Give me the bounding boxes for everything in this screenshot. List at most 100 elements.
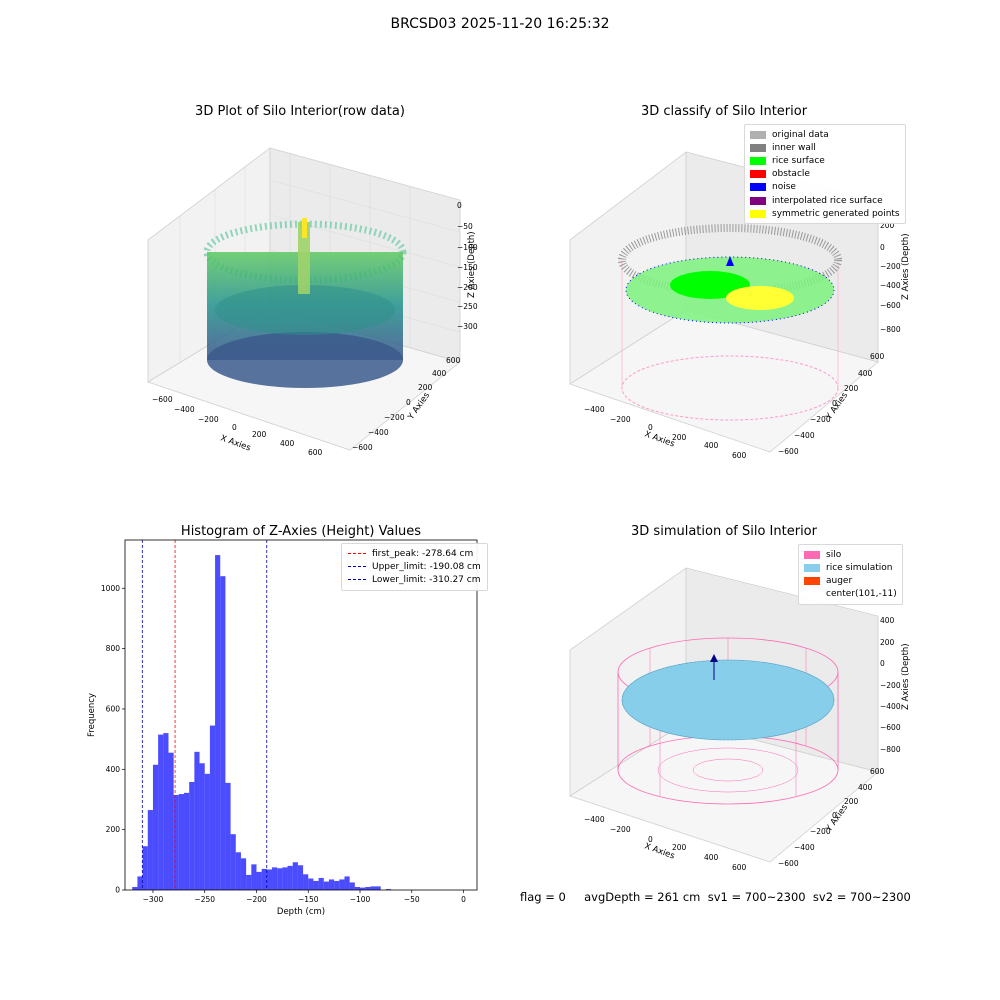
legend-label: original data [772,129,829,140]
plot4-title: 3D simulation of Silo Interior [631,524,817,539]
plot4-zlabel: Z Axies (Depth) [901,643,911,710]
legend-swatch [804,550,820,559]
histogram-bar [220,576,226,890]
legend-label: noise [772,182,796,193]
histogram-bar [272,867,278,890]
legend-label: symmetric generated points [772,208,900,219]
plot4-ytick: 0 [832,811,837,820]
histogram-xtick-label: 0 [461,895,466,904]
plot1-xtick: 200 [252,430,267,439]
plot1-ztick: −250 [457,302,478,311]
histogram-bar [334,880,340,890]
plot2-xtick: 0 [648,423,653,432]
histogram-xtick-label: −100 [350,895,371,904]
histogram-bar [194,751,200,890]
histogram-bar [189,781,195,890]
histogram-legend-item: first_peak: -278.64 cm [348,547,481,560]
plot1-xtick: −200 [198,415,219,424]
histogram-bar [323,881,329,890]
legend-line-swatch [348,579,366,581]
plot2-ytick: 600 [870,352,885,361]
histogram-bar [365,886,371,890]
histogram-frame [124,539,478,891]
plot1-ztick: −300 [457,322,478,331]
histogram-xtick-label: −300 [143,895,164,904]
plot2-ztick: −200 [880,262,901,271]
histogram-bar [385,889,392,890]
histogram-bar [308,878,314,890]
plot4-xtick: 200 [672,843,687,852]
histogram-title: Histogram of Z-Axies (Height) Values [180,524,422,539]
histogram-bar [147,810,153,890]
histogram-bar [168,752,174,890]
plot4-legend-item: silo [804,548,897,561]
histogram-bar [344,876,350,890]
legend-line-swatch [348,553,366,555]
plot1-ztick: −50 [457,222,473,231]
legend-swatch [750,143,766,152]
plot4-xtick: 600 [732,863,747,872]
legend-label: center(101,-11) [826,589,897,600]
plot4-legend: silo rice simulation auger center(101,-1… [798,544,903,605]
histogram-xtick-label: −50 [404,895,420,904]
plot2-legend-item: noise [750,181,900,194]
plot1-ztick: −100 [457,243,478,252]
histogram-bar [261,868,267,890]
plot1-xtick: 0 [232,423,237,432]
legend-label: auger [826,575,853,586]
histogram-bar [225,782,231,890]
plot2-ytick: 400 [858,369,873,378]
histogram-bar [184,792,190,890]
legend-label: rice surface [772,155,825,166]
plot4-ztick: 0 [880,659,885,668]
plot2-legend-item: rice surface [750,154,900,167]
plot1-ytick: 200 [418,383,433,392]
histogram-ytick-label: 1000 [101,584,120,593]
histogram-bar [235,852,241,890]
legend-swatch [750,196,766,205]
histogram-bar [142,846,148,890]
histogram-bar [256,871,262,890]
plot4-ytick: 400 [858,783,873,792]
histogram-bar [318,877,324,890]
histogram-bar [282,867,288,890]
plot2-legend-item: obstacle [750,168,900,181]
plot4-ztick: −800 [880,745,901,754]
plot4-ztick: −200 [880,681,901,690]
plot4-ytick: −600 [778,859,799,868]
histogram-legend-item: Lower_limit: -310.27 cm [348,573,481,586]
histogram-bar [251,864,257,890]
plot2-ztick: 200 [880,221,895,230]
plot1-xtick: 600 [308,448,323,457]
histogram-bar [360,887,366,890]
plot2-axes: −400 −200 0 200 400 600 −600 −400 −200 0… [569,151,911,460]
plot4-legend-item: center(101,-11) [804,588,897,601]
plot1-ytick: 400 [432,369,447,378]
figure-suptitle: BRCSD03 2025-11-20 16:25:32 [390,16,610,32]
legend-swatch [750,170,766,179]
plot1-point-cloud [203,218,407,388]
legend-label: Lower_limit: -310.27 cm [372,574,481,585]
histogram-bar [375,886,381,890]
histogram-bar [163,733,169,890]
histogram-bar [230,834,236,890]
histogram-bar [370,886,376,890]
histogram-bar [246,874,252,890]
histogram-bar [204,773,210,890]
plot2-xtick: −200 [610,415,631,424]
plot1-xtick: −400 [174,405,195,414]
plot1-ytick: −200 [384,413,405,422]
legend-label: first_peak: -278.64 cm [372,548,474,559]
plot2-ytick: −600 [778,447,799,456]
plot1-xtick: −600 [152,395,173,404]
plot4-ztick: −600 [880,723,901,732]
plot4-ytick: −400 [794,843,815,852]
plot2-title: 3D classify of Silo Interior [640,104,808,119]
histogram-bar [132,886,138,890]
plot4-ytick: −200 [810,827,831,836]
legend-label: obstacle [772,169,810,180]
histogram-bar [339,879,345,890]
histogram-bar [354,886,361,890]
plot2-legend-item: inner wall [750,141,900,154]
histogram-bar [328,879,335,890]
